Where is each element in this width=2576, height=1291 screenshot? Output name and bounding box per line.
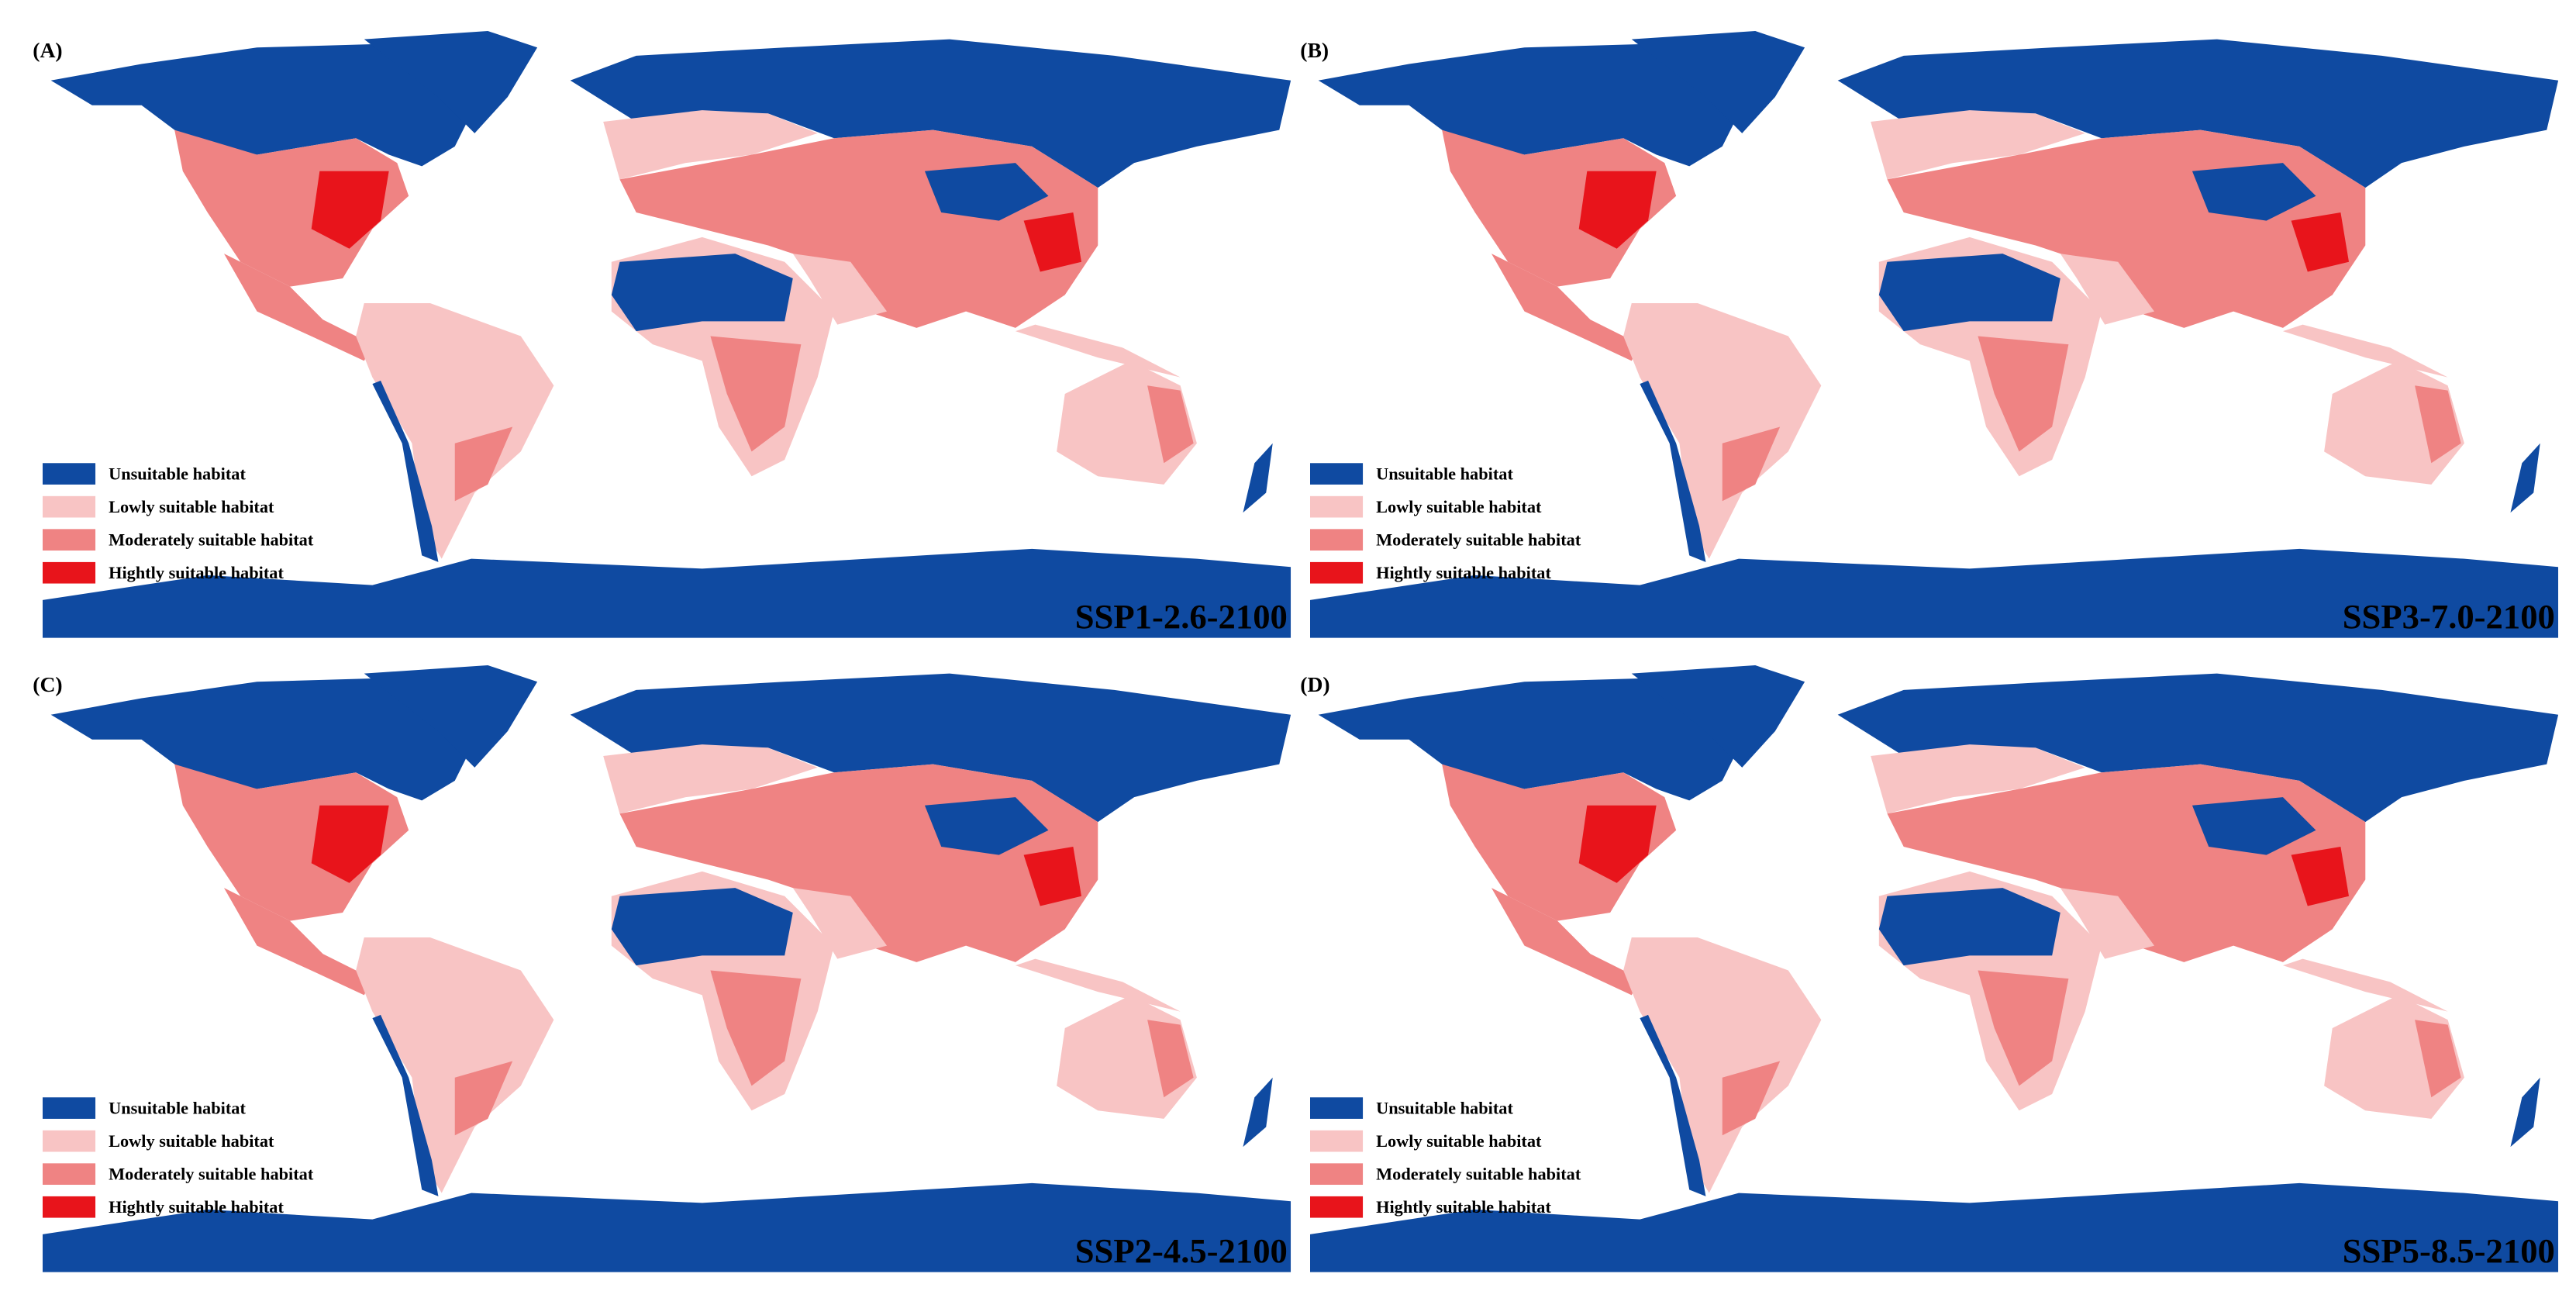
legend-swatch [43, 1163, 96, 1186]
map-panel: (D) SSP5-8.5-2100 Unsuitable habitat Lowly … [1300, 665, 2559, 1272]
legend-label: Lowly suitable habitat [109, 1131, 274, 1151]
legend-swatch [1310, 1196, 1364, 1218]
map-panel: (B) SSP3-7.0-2100 Unsuitable habitat Lowly … [1300, 31, 2559, 638]
scenario-label: SSP3-7.0-2100 [2343, 597, 2555, 636]
legend-swatch [1310, 463, 1364, 485]
scenario-label: SSP1-2.6-2100 [1075, 597, 1288, 636]
legend-label: Unsuitable habitat [1376, 1099, 1513, 1118]
panel-label: (B) [1300, 38, 1329, 62]
legend-label: Lowly suitable habitat [1376, 497, 1542, 516]
legend-swatch [43, 495, 96, 518]
legend-swatch [43, 1196, 96, 1218]
panel-label: (D) [1300, 672, 1329, 696]
scenario-label: SSP2-4.5-2100 [1075, 1231, 1288, 1270]
legend-label: Hightly suitable habitat [1376, 1197, 1551, 1217]
legend-swatch [1310, 1097, 1364, 1119]
legend-swatch [1310, 1130, 1364, 1152]
legend-swatch [43, 529, 96, 551]
legend-swatch [43, 561, 96, 584]
scenario-label: SSP5-8.5-2100 [2343, 1231, 2555, 1270]
panel-label: (C) [33, 672, 62, 696]
legend-swatch [43, 1097, 96, 1119]
legend-swatch [1310, 561, 1364, 584]
legend-swatch [1310, 529, 1364, 551]
legend-label: Unsuitable habitat [109, 464, 246, 484]
legend-label: Moderately suitable habitat [109, 530, 314, 550]
legend-label: Moderately suitable habitat [109, 1165, 314, 1184]
legend-label: Unsuitable habitat [109, 1099, 246, 1118]
legend-swatch [1310, 1163, 1364, 1186]
legend-label: Moderately suitable habitat [1376, 530, 1581, 550]
legend-label: Moderately suitable habitat [1376, 1165, 1581, 1184]
legend-label: Hightly suitable habitat [109, 563, 284, 582]
legend-swatch [43, 1130, 96, 1152]
legend-swatch [1310, 495, 1364, 518]
legend-label: Unsuitable habitat [1376, 464, 1513, 484]
legend-label: Hightly suitable habitat [1376, 563, 1551, 582]
legend-label: Lowly suitable habitat [1376, 1131, 1542, 1151]
map-panel: (A) SSP1-2.6-2100 Unsuitable habitat Lowly … [33, 31, 1291, 638]
legend-swatch [43, 463, 96, 485]
legend-label: Lowly suitable habitat [109, 497, 274, 516]
legend-label: Hightly suitable habitat [109, 1197, 284, 1217]
panel-label: (A) [33, 38, 62, 62]
map-panel: (C) SSP2-4.5-2100 Unsuitable habitat Lowly … [33, 665, 1291, 1272]
